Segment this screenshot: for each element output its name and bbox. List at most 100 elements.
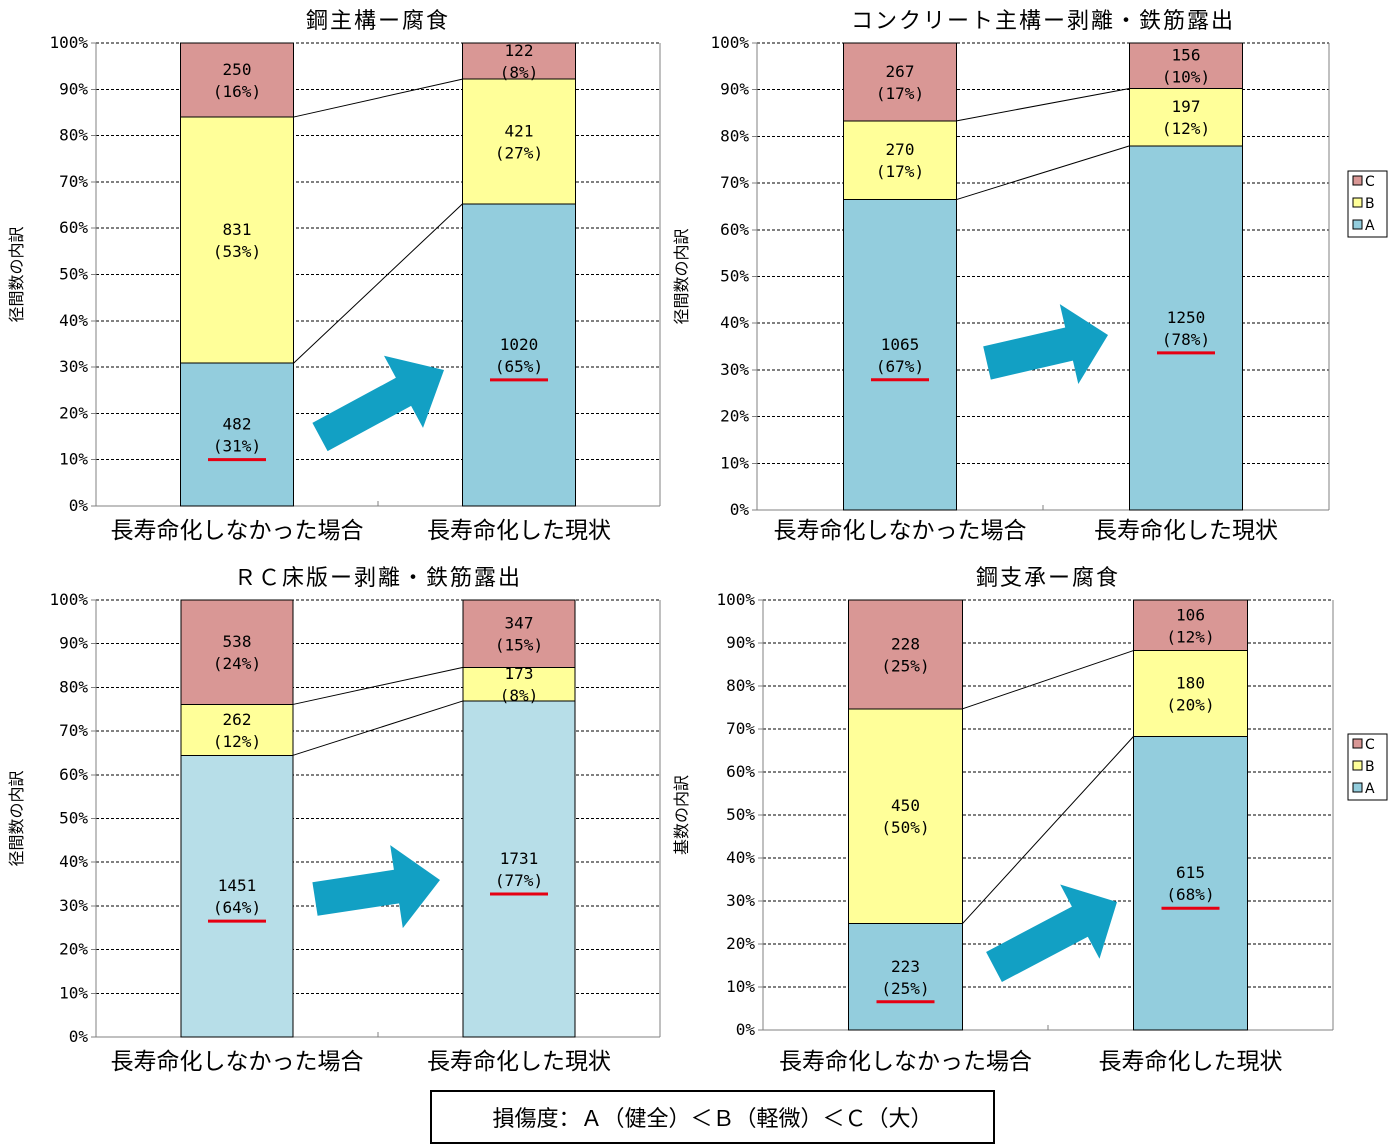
y-tick-label: 10% <box>720 453 749 472</box>
stacked-bar-segment <box>843 42 957 122</box>
legend: CBA <box>1347 733 1388 801</box>
stacked-bar-segment <box>180 42 294 118</box>
x-tick-label: 長寿命化した現状 <box>427 518 611 544</box>
improvement-arrow-icon <box>312 845 440 929</box>
x-tick-label: 長寿命化しなかった場合 <box>774 518 1027 544</box>
data-label-percent: (53%) <box>213 242 261 261</box>
chart-title: ＲＣ床版ー剥離・鉄筋露出 <box>234 566 522 591</box>
y-tick-label: 40% <box>720 313 749 332</box>
stacked-bar-segment <box>462 42 576 80</box>
stacked-bar-segment <box>462 78 576 205</box>
x-tick-label: 長寿命化しなかった場合 <box>779 1049 1032 1075</box>
data-label-value: 262 <box>223 710 252 729</box>
stacked-bar-segment <box>843 120 957 201</box>
stacked-bar-segment <box>1133 735 1248 1031</box>
y-tick-label: 30% <box>726 891 755 910</box>
data-label-value: 250 <box>223 60 252 79</box>
data-label-value: 482 <box>223 415 252 434</box>
stacked-bar-segment <box>462 700 576 1038</box>
y-tick-label: 20% <box>59 940 88 959</box>
stacked-bar-segment <box>462 666 576 702</box>
y-axis-title: 基数の内訳 <box>672 775 691 855</box>
y-tick-label: 40% <box>59 852 88 871</box>
data-label-percent: (27%) <box>495 143 543 162</box>
y-tick-label: 40% <box>59 311 88 330</box>
y-tick-label: 10% <box>726 977 755 996</box>
improvement-arrow-icon <box>986 884 1117 982</box>
legend-label: B <box>1365 759 1375 775</box>
y-tick-label: 80% <box>726 676 755 695</box>
x-tick-label: 長寿命化した現状 <box>1094 518 1278 544</box>
data-label-percent: (31%) <box>213 437 261 456</box>
y-tick-label: 80% <box>59 126 88 145</box>
series-line <box>962 650 1134 710</box>
y-tick-label: 10% <box>59 983 88 1002</box>
y-tick-label: 50% <box>720 267 749 286</box>
stacked-bar-segment <box>843 199 957 511</box>
y-tick-label: 100% <box>49 590 88 609</box>
stacked-bar-segment <box>1133 599 1248 652</box>
y-tick-label: 70% <box>59 172 88 191</box>
y-tick-label: 80% <box>720 126 749 145</box>
stacked-bar-segment <box>180 599 294 705</box>
y-tick-label: 80% <box>59 677 88 696</box>
y-tick-label: 90% <box>59 634 88 653</box>
y-tick-label: 0% <box>69 1027 89 1046</box>
y-axis-title: 径間数の内訳 <box>7 226 26 322</box>
y-tick-label: 60% <box>59 218 88 237</box>
y-axis-title: 径間数の内訳 <box>7 770 26 866</box>
y-tick-label: 100% <box>716 590 755 609</box>
data-label-value: 1731 <box>500 849 539 868</box>
stacked-bar-segment <box>180 703 294 756</box>
data-label-value: 156 <box>1172 46 1201 65</box>
data-label-percent: (8%) <box>500 63 539 82</box>
legend-swatch <box>1352 175 1363 186</box>
data-label-percent: (77%) <box>495 871 543 890</box>
legend-label: A <box>1365 218 1375 234</box>
data-label-percent: (15%) <box>495 636 543 655</box>
y-tick-label: 10% <box>59 450 88 469</box>
y-axis-title: 径間数の内訳 <box>672 228 691 324</box>
legend-swatch <box>1352 738 1363 749</box>
legend: CBA <box>1347 170 1388 238</box>
x-tick-label: 長寿命化した現状 <box>1099 1049 1283 1075</box>
legend-swatch <box>1352 760 1363 771</box>
x-tick-label: 長寿命化しなかった場合 <box>111 1049 364 1075</box>
data-label-percent: (78%) <box>1162 330 1210 349</box>
y-tick-label: 90% <box>726 633 755 652</box>
data-label-value: 228 <box>891 634 920 653</box>
data-label-percent: (12%) <box>213 732 261 751</box>
data-label-percent: (10%) <box>1162 68 1210 87</box>
legend-label: C <box>1365 174 1375 190</box>
data-label-value: 106 <box>1176 605 1205 624</box>
legend-swatch <box>1352 219 1363 230</box>
stacked-bar-segment <box>1129 42 1243 89</box>
stacked-bar-segment <box>180 362 294 507</box>
y-tick-label: 0% <box>69 496 89 515</box>
stacked-bar-segment <box>848 708 963 925</box>
data-label-value: 197 <box>1172 97 1201 116</box>
chart-title: 鋼主構ー腐食 <box>306 9 450 34</box>
damage-level-note-box: 損傷度：Ａ（健全）＜Ｂ（軽微）＜Ｃ（大） <box>430 1090 995 1144</box>
y-tick-label: 90% <box>720 80 749 99</box>
damage-level-note: 損傷度：Ａ（健全）＜Ｂ（軽微）＜Ｃ（大） <box>492 1107 933 1132</box>
data-label-value: 538 <box>223 632 252 651</box>
data-label-value: 180 <box>1176 674 1205 693</box>
data-label-value: 1020 <box>500 335 539 354</box>
data-label-percent: (12%) <box>1166 627 1214 646</box>
y-tick-label: 50% <box>59 265 88 284</box>
data-label-value: 1250 <box>1167 308 1206 327</box>
data-label-value: 223 <box>891 957 920 976</box>
data-label-value: 831 <box>223 220 252 239</box>
data-label-percent: (17%) <box>876 84 924 103</box>
series-line <box>292 700 464 756</box>
y-tick-label: 20% <box>720 407 749 426</box>
stacked-bar-segment <box>462 599 576 668</box>
data-label-value: 267 <box>886 62 915 81</box>
legend-label: C <box>1365 737 1375 753</box>
